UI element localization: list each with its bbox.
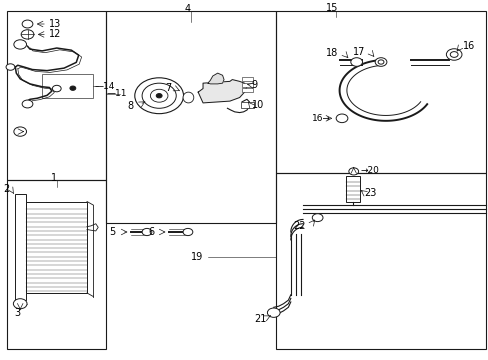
Bar — [105, 12, 276, 223]
Bar — [242, 88, 252, 92]
Polygon shape — [207, 73, 224, 84]
Text: 9: 9 — [251, 80, 257, 90]
Circle shape — [348, 168, 358, 175]
Circle shape — [446, 49, 461, 60]
Bar — [345, 176, 359, 202]
Text: 3: 3 — [15, 309, 21, 318]
Text: 5: 5 — [109, 227, 115, 237]
Text: 23: 23 — [363, 188, 376, 198]
Text: →20: →20 — [360, 166, 379, 175]
Text: 18: 18 — [325, 48, 338, 58]
Text: 13: 13 — [48, 19, 61, 29]
Polygon shape — [198, 80, 246, 103]
Circle shape — [142, 83, 176, 108]
Circle shape — [183, 228, 192, 235]
Bar — [15, 194, 26, 300]
Text: 8: 8 — [127, 101, 134, 111]
Text: 17: 17 — [352, 47, 365, 57]
Circle shape — [335, 114, 347, 123]
Bar — [242, 83, 252, 87]
Bar — [42, 74, 93, 98]
Bar — [6, 180, 105, 348]
Circle shape — [156, 94, 162, 98]
Circle shape — [350, 58, 362, 66]
Circle shape — [14, 127, 26, 136]
Circle shape — [135, 78, 183, 114]
Text: 16: 16 — [462, 41, 474, 50]
Bar — [276, 12, 485, 173]
Text: 21: 21 — [254, 314, 266, 324]
Text: 10: 10 — [251, 100, 264, 111]
Bar — [240, 102, 254, 108]
Circle shape — [22, 20, 33, 28]
Circle shape — [22, 100, 33, 108]
Bar — [26, 202, 87, 293]
Text: 22: 22 — [292, 221, 305, 231]
Text: 6: 6 — [148, 227, 154, 237]
Text: 4: 4 — [184, 4, 190, 14]
Bar — [276, 173, 485, 348]
Circle shape — [70, 86, 76, 90]
Bar — [6, 12, 105, 180]
Text: 7: 7 — [165, 83, 171, 93]
Circle shape — [14, 40, 26, 49]
Text: 2: 2 — [3, 184, 9, 194]
Text: 1: 1 — [51, 173, 57, 183]
Circle shape — [6, 64, 15, 70]
Text: 19: 19 — [190, 252, 203, 262]
Text: 16→: 16→ — [311, 114, 330, 123]
Circle shape — [267, 308, 280, 318]
Circle shape — [449, 51, 457, 57]
Circle shape — [377, 60, 383, 64]
Circle shape — [150, 89, 167, 102]
Text: 12: 12 — [48, 30, 61, 39]
Circle shape — [52, 85, 61, 92]
Bar — [242, 77, 252, 81]
Circle shape — [13, 299, 27, 309]
Circle shape — [21, 30, 34, 39]
Text: 15: 15 — [325, 3, 338, 13]
Circle shape — [142, 228, 152, 235]
Circle shape — [374, 58, 386, 66]
Text: —14: —14 — [94, 82, 115, 91]
Ellipse shape — [183, 92, 193, 103]
Text: —11: —11 — [107, 89, 127, 98]
Circle shape — [312, 214, 323, 222]
